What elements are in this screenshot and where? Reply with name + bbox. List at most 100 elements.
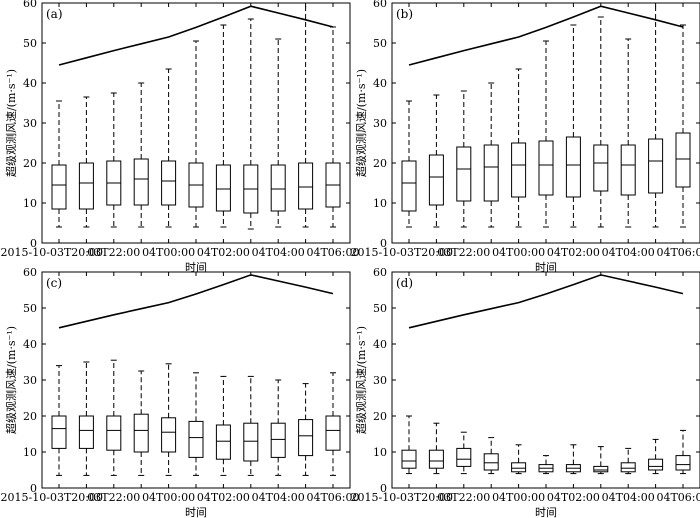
y-axis-title: 超级观测风速/(m·s⁻¹) — [4, 69, 18, 177]
iqr-box — [675, 455, 691, 471]
iqr-box — [270, 164, 286, 212]
iqr-box — [593, 465, 609, 473]
iqr-box — [593, 144, 609, 192]
iqr-box — [511, 142, 527, 198]
iqr-box — [456, 447, 472, 467]
x-tick-label: 04T00:00 — [492, 246, 545, 259]
box-6 — [188, 372, 204, 476]
iqr-box — [215, 164, 231, 212]
iqr-box — [78, 162, 94, 210]
box-7 — [565, 24, 581, 228]
y-tick-label: 40 — [373, 77, 387, 90]
x-tick-label: 03T22:00 — [87, 246, 140, 259]
box-11 — [675, 24, 691, 228]
x-tick-label: 04T02:00 — [197, 246, 250, 259]
y-tick-label: 20 — [373, 157, 387, 170]
box-8 — [243, 375, 259, 476]
iqr-box — [620, 144, 636, 196]
x-tick-label: 04T04:00 — [602, 491, 655, 504]
y-tick-label: 0 — [30, 237, 37, 250]
x-tick-label: 03T22:00 — [437, 246, 490, 259]
box-4 — [133, 370, 149, 476]
iqr-box — [133, 158, 149, 206]
y-tick-label: 50 — [373, 302, 387, 315]
x-tick-label: 04T06:00 — [306, 491, 359, 504]
x-tick-label: 03T22:00 — [437, 491, 490, 504]
iqr-box — [51, 415, 67, 449]
plot-area — [51, 274, 341, 476]
iqr-box — [648, 138, 664, 194]
iqr-box — [215, 424, 231, 460]
y-tick-label: 10 — [23, 446, 37, 459]
box-11 — [675, 429, 691, 475]
reference-line — [408, 5, 684, 66]
panel-label: (b) — [396, 7, 413, 21]
box-6 — [538, 40, 554, 228]
iqr-box — [325, 415, 341, 451]
x-axis-title: 时间 — [535, 506, 557, 518]
iqr-box — [648, 458, 664, 471]
x-tick-label: 04T00:00 — [142, 491, 195, 504]
reference-line — [58, 5, 334, 66]
box-5 — [511, 68, 527, 228]
y-tick-label: 10 — [23, 197, 37, 210]
y-tick-label: 0 — [380, 237, 387, 250]
x-tick-label: 03T22:00 — [87, 491, 140, 504]
box-5 — [511, 444, 527, 475]
iqr-box — [428, 449, 444, 469]
iqr-box — [456, 146, 472, 202]
iqr-box — [483, 453, 499, 471]
box-5 — [161, 68, 177, 228]
y-tick-label: 50 — [23, 302, 37, 315]
box-3 — [456, 90, 472, 228]
box-7 — [215, 375, 231, 476]
x-axis-title: 时间 — [185, 506, 207, 518]
box-11 — [325, 26, 341, 228]
panel-label: (d) — [396, 276, 413, 290]
y-tick-label: 60 — [23, 0, 37, 10]
x-tick-label: 04T04:00 — [602, 246, 655, 259]
box-6 — [188, 40, 204, 228]
x-tick-label: 2015-10-03T20:00 — [351, 491, 453, 504]
y-axis-title: 超级观测风速/(m·s⁻¹) — [354, 326, 368, 434]
iqr-box — [78, 415, 94, 449]
box-9 — [270, 38, 286, 228]
iqr-box — [401, 160, 417, 212]
x-tick-label: 04T02:00 — [547, 246, 600, 259]
y-tick-label: 50 — [373, 37, 387, 50]
iqr-box — [511, 462, 527, 473]
x-tick-label: 04T06:00 — [306, 246, 359, 259]
iqr-box — [401, 449, 417, 469]
y-tick-label: 40 — [23, 338, 37, 351]
box-6 — [538, 455, 554, 475]
box-9 — [270, 379, 286, 476]
y-tick-label: 30 — [373, 117, 387, 130]
panel-label: (c) — [46, 276, 62, 290]
iqr-box — [675, 132, 691, 188]
box-4 — [483, 82, 499, 228]
box-2 — [78, 361, 94, 476]
y-tick-label: 30 — [23, 117, 37, 130]
x-axis-title: 时间 — [185, 261, 207, 274]
box-8 — [593, 446, 609, 475]
box-11 — [325, 372, 341, 476]
iqr-box — [106, 415, 122, 451]
iqr-box — [270, 422, 286, 458]
y-tick-label: 20 — [23, 157, 37, 170]
box-7 — [565, 444, 581, 475]
box-10 — [298, 3, 314, 228]
iqr-box — [51, 164, 67, 210]
box-2 — [428, 94, 444, 228]
box-8 — [243, 18, 259, 230]
plot-area — [401, 274, 691, 475]
box-1 — [401, 415, 417, 475]
iqr-box — [298, 419, 314, 457]
iqr-box — [538, 140, 554, 196]
box-1 — [401, 100, 417, 228]
y-tick-label: 20 — [373, 410, 387, 423]
box-10 — [298, 383, 314, 476]
iqr-box — [161, 417, 177, 453]
